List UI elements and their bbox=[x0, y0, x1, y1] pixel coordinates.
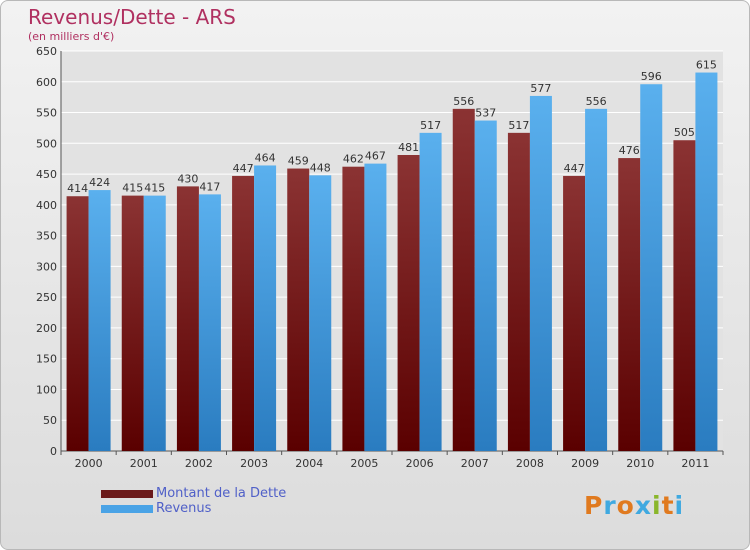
bar-dette bbox=[342, 166, 365, 451]
bar-dette bbox=[66, 196, 89, 451]
x-tick-label: 2007 bbox=[461, 457, 489, 470]
legend-swatch-dette bbox=[101, 490, 153, 498]
legend-label-dette: Montant de la Dette bbox=[156, 486, 287, 501]
bar-dette bbox=[397, 155, 420, 451]
data-label-dette: 447 bbox=[233, 162, 254, 175]
y-tick-label: 250 bbox=[36, 291, 57, 304]
proxiti-logo: Proxiti bbox=[584, 491, 684, 520]
y-tick-label: 0 bbox=[50, 445, 57, 458]
data-label-revenus: 577 bbox=[530, 82, 551, 95]
bar-dette bbox=[507, 132, 530, 451]
data-label-dette: 462 bbox=[343, 153, 364, 166]
bar-revenus bbox=[474, 120, 497, 452]
bar-revenus bbox=[585, 108, 608, 451]
data-label-revenus: 615 bbox=[696, 59, 717, 72]
data-label-dette: 556 bbox=[453, 95, 474, 108]
legend-swatch-revenus bbox=[101, 505, 153, 513]
data-label-dette: 517 bbox=[508, 119, 529, 132]
bar-revenus bbox=[88, 190, 111, 452]
bar-revenus bbox=[695, 72, 718, 452]
y-tick-label: 300 bbox=[36, 260, 57, 273]
x-tick-label: 2004 bbox=[295, 457, 323, 470]
bar-dette bbox=[563, 175, 586, 451]
data-label-revenus: 556 bbox=[586, 95, 607, 108]
y-tick-label: 150 bbox=[36, 353, 57, 366]
bar-dette bbox=[232, 175, 255, 451]
x-tick-label: 2010 bbox=[626, 457, 654, 470]
bar-revenus bbox=[309, 175, 332, 452]
bar-dette bbox=[287, 168, 310, 452]
logo-letter: i bbox=[674, 491, 685, 520]
y-tick-label: 500 bbox=[36, 137, 57, 150]
y-tick-label: 650 bbox=[36, 45, 57, 58]
bar-dette bbox=[618, 158, 641, 452]
x-tick-label: 2000 bbox=[75, 457, 103, 470]
logo-letter: P bbox=[584, 491, 604, 520]
bar-revenus bbox=[143, 195, 166, 451]
bar-chart: 0 50 100 150 200 250 300 350 400 450 500 550 600 650 4… bbox=[36, 45, 724, 470]
data-label-revenus: 464 bbox=[255, 151, 276, 164]
bar-revenus bbox=[419, 132, 442, 451]
chart-subtitle: (en milliers d'€) bbox=[28, 30, 115, 43]
y-tick-label: 400 bbox=[36, 199, 57, 212]
data-label-revenus: 467 bbox=[365, 150, 386, 163]
data-label-dette: 505 bbox=[674, 126, 695, 139]
plot-area bbox=[61, 51, 723, 451]
logo-letter: i bbox=[652, 491, 662, 520]
x-tick-label: 2009 bbox=[571, 457, 599, 470]
bar-revenus bbox=[640, 84, 663, 451]
data-label-dette: 481 bbox=[398, 141, 419, 154]
x-tick-label: 2008 bbox=[516, 457, 544, 470]
legend-label-revenus: Revenus bbox=[156, 501, 212, 516]
x-tick-label: 2005 bbox=[350, 457, 378, 470]
chart-title: Revenus/Dette - ARS bbox=[28, 5, 236, 29]
data-label-revenus: 424 bbox=[89, 176, 110, 189]
data-label-dette: 430 bbox=[177, 172, 198, 185]
x-tick-label: 2001 bbox=[130, 457, 158, 470]
y-tick-label: 350 bbox=[36, 230, 57, 243]
data-label-revenus: 415 bbox=[144, 182, 165, 195]
x-tick-label: 2003 bbox=[240, 457, 268, 470]
y-tick-label: 200 bbox=[36, 322, 57, 335]
y-tick-label: 550 bbox=[36, 107, 57, 120]
logo-letter: r bbox=[603, 491, 617, 520]
bar-revenus bbox=[364, 163, 387, 451]
logo-letter: x bbox=[634, 491, 652, 520]
data-label-revenus: 417 bbox=[199, 180, 220, 193]
data-label-dette: 447 bbox=[564, 162, 585, 175]
bar-dette bbox=[121, 195, 144, 451]
y-tick-label: 600 bbox=[36, 76, 57, 89]
y-tick-label: 50 bbox=[43, 414, 57, 427]
bar-dette bbox=[673, 140, 696, 451]
data-label-revenus: 517 bbox=[420, 119, 441, 132]
data-label-revenus: 537 bbox=[475, 107, 496, 120]
x-tick-label: 2006 bbox=[406, 457, 434, 470]
x-tick-label: 2011 bbox=[681, 457, 709, 470]
y-tick-label: 100 bbox=[36, 383, 57, 396]
x-tick-label: 2002 bbox=[185, 457, 213, 470]
data-label-revenus: 448 bbox=[310, 161, 331, 174]
data-label-dette: 476 bbox=[619, 144, 640, 157]
bar-revenus bbox=[529, 95, 552, 451]
logo-letter: o bbox=[616, 491, 635, 520]
y-tick-label: 450 bbox=[36, 168, 57, 181]
bar-dette bbox=[452, 108, 475, 451]
bar-revenus bbox=[198, 194, 221, 451]
data-label-dette: 415 bbox=[122, 182, 143, 195]
bar-revenus bbox=[254, 165, 277, 451]
data-label-revenus: 596 bbox=[641, 70, 662, 83]
data-label-dette: 414 bbox=[67, 182, 88, 195]
data-label-dette: 459 bbox=[288, 155, 309, 168]
logo-letter: t bbox=[661, 491, 675, 520]
bar-dette bbox=[176, 186, 199, 451]
